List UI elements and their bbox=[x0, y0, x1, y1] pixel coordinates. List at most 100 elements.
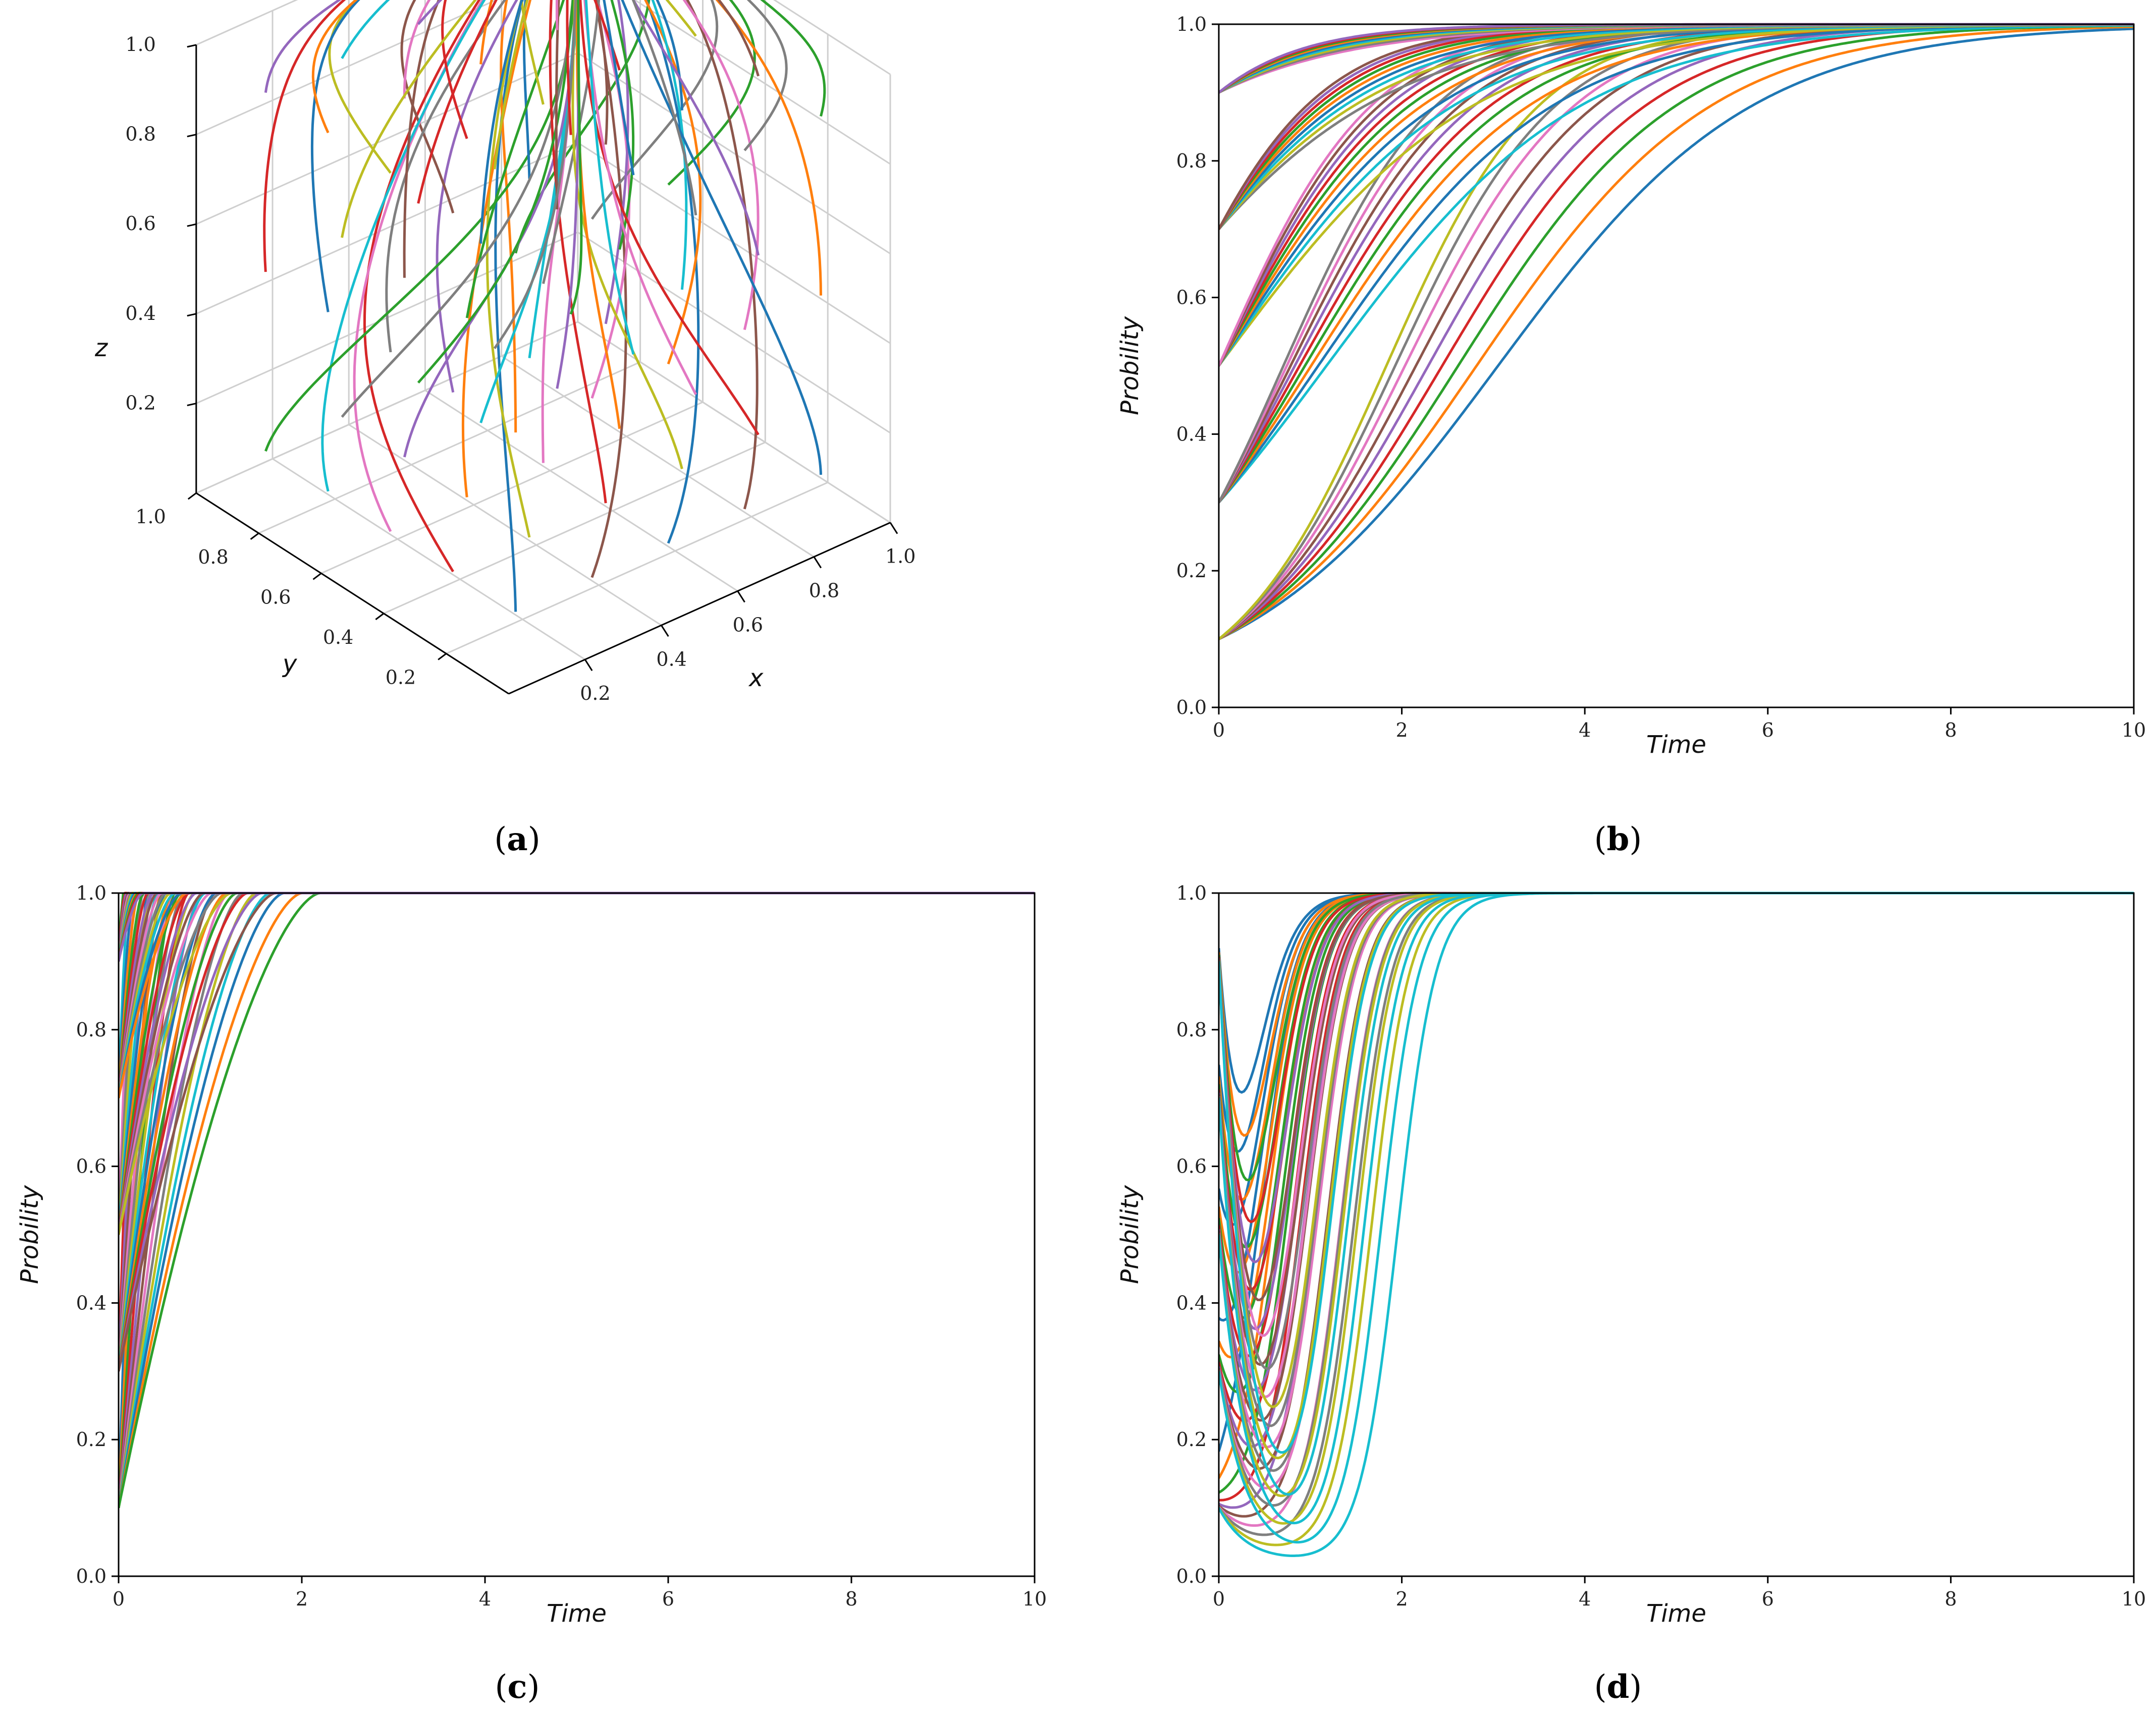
panel-b-y-tick-label: 0.4 bbox=[1176, 423, 1207, 445]
panel-a-trajectory bbox=[385, 0, 507, 353]
panel-a-x-tick bbox=[813, 556, 822, 569]
panel-a-trajectory bbox=[363, 0, 481, 573]
panel-b-x-tick-label: 10 bbox=[2122, 719, 2146, 741]
panel-a-trajectory bbox=[571, 0, 683, 469]
panel-a-trajectory bbox=[631, 0, 697, 215]
panel-b-time-series: 0 2 4 6 8 10 0.0 0.2 0.4 0.6 0.8 1.0 Time Probility bbox=[1116, 13, 2146, 759]
panel-c-x-tick-label: 10 bbox=[1022, 1588, 1047, 1610]
panel-a-trajectory bbox=[263, 0, 346, 272]
panel-d-y-label: Probility bbox=[1116, 1185, 1144, 1284]
panel-b-series-line bbox=[1219, 25, 2134, 640]
panel-a-x-axis bbox=[508, 522, 891, 695]
panel-a-z-tick bbox=[187, 134, 197, 138]
panel-b-x-label: Time bbox=[1646, 731, 1706, 759]
panel-c-y-tick-label: 0.8 bbox=[76, 1019, 106, 1041]
panel-a-trajectory bbox=[760, 0, 826, 117]
panel-c-x-tick-label: 4 bbox=[479, 1588, 491, 1610]
panel-c-plot-frame bbox=[118, 892, 1036, 1577]
panel-a-x-tick bbox=[737, 590, 745, 603]
panel-a-trajectory bbox=[686, 0, 759, 510]
panel-d-x-tick-label: 2 bbox=[1396, 1588, 1408, 1610]
panel-a-trajectory bbox=[321, 0, 486, 492]
panel-a-trajectory bbox=[569, 0, 583, 315]
panel-d-y-tick-label: 0.0 bbox=[1176, 1565, 1207, 1587]
panel-a-grid-line bbox=[577, 321, 891, 523]
panel-a-trajectory bbox=[522, 0, 531, 179]
panel-a-3d-phase-plot: 0.2 0.4 0.6 0.8 1.0 0.2 0.4 0.6 0.8 1.0 0.2 0.4 0.6 0… bbox=[94, 0, 915, 704]
panel-c-y-tick-label: 0.2 bbox=[76, 1428, 106, 1451]
panel-a-z-tick bbox=[187, 44, 197, 48]
panel-d-x-label: Time bbox=[1646, 1599, 1706, 1628]
panel-b-y-label: Probility bbox=[1116, 316, 1144, 415]
panel-a-trajectory bbox=[610, 0, 635, 250]
panel-a-grid-line bbox=[577, 231, 891, 434]
panel-a-trajectory bbox=[651, 0, 688, 290]
panel-a-z-tick-label: 0.8 bbox=[125, 123, 155, 145]
panel-a-y-tick-label: 0.6 bbox=[260, 586, 291, 608]
panel-a-z-tick bbox=[187, 313, 197, 317]
panel-d-y-tick-label: 0.4 bbox=[1176, 1292, 1207, 1314]
caption-b: (b) bbox=[1594, 820, 1642, 858]
panel-a-grid-line bbox=[196, 52, 578, 225]
panel-a-trajectory bbox=[584, 0, 635, 355]
panel-d-y-tick-label: 1.0 bbox=[1176, 882, 1207, 904]
panel-b-x-tick-label: 0 bbox=[1213, 719, 1225, 741]
panel-a-trajectory bbox=[353, 0, 484, 532]
panel-a-x-tick-label: 0.6 bbox=[733, 614, 763, 636]
panel-a-grid-line bbox=[633, 0, 891, 165]
panel-a-y-label: y bbox=[282, 650, 297, 678]
panel-b-series-line bbox=[1219, 24, 2134, 640]
panel-d-x-tick-label: 8 bbox=[1945, 1588, 1957, 1610]
panel-a-y-tick-label: 0.2 bbox=[386, 666, 416, 688]
panel-c-y-label: Probility bbox=[16, 1185, 44, 1284]
panel-a-trajectory bbox=[644, 0, 700, 544]
panel-a-trajectory bbox=[341, 0, 574, 418]
panel-d-plot-frame bbox=[1218, 892, 2135, 1577]
panel-a-grid-line bbox=[272, 458, 586, 660]
panel-a-grid-line bbox=[424, 390, 738, 592]
panel-a-x-tick-label: 0.8 bbox=[809, 580, 839, 602]
panel-a-z-tick-label: 0.2 bbox=[125, 392, 155, 414]
panel-a-y-tick bbox=[250, 532, 259, 540]
panel-a-trajectory bbox=[403, 0, 441, 278]
panel-c-x-label: Time bbox=[547, 1599, 607, 1628]
panel-a-grid-line bbox=[348, 424, 662, 626]
panel-a-trajectory bbox=[417, 0, 498, 204]
panel-a-trajectory bbox=[583, 0, 697, 396]
panel-a-grid-line bbox=[258, 361, 641, 534]
panel-b-y-tick-label: 0.8 bbox=[1176, 150, 1207, 172]
panel-a-x-tick-label: 0.2 bbox=[580, 682, 610, 704]
panel-d-x-tick-label: 4 bbox=[1579, 1588, 1591, 1610]
panel-b-y-tick-label: 0.2 bbox=[1176, 560, 1207, 582]
panel-c-y-tick-label: 0.4 bbox=[76, 1292, 106, 1314]
panel-a-x-tick bbox=[661, 625, 669, 637]
panel-a-x-label: x bbox=[748, 664, 764, 692]
panel-a-trajectory bbox=[541, 0, 577, 463]
panel-a-trajectory bbox=[667, 0, 756, 186]
panel-a-z-tick bbox=[187, 223, 197, 227]
panel-a-y-tick-label: 0.8 bbox=[198, 546, 228, 568]
panel-a-trajectory bbox=[743, 0, 788, 151]
panel-b-x-tick-label: 8 bbox=[1945, 719, 1957, 741]
panel-a-y-tick bbox=[375, 613, 385, 621]
panel-a-z-tick-label: 1.0 bbox=[125, 33, 155, 56]
panel-a-grid-line bbox=[383, 441, 766, 615]
panel-a-trajectory bbox=[575, 0, 621, 429]
panel-c-x-tick-label: 6 bbox=[662, 1588, 674, 1610]
panel-a-y-tick bbox=[187, 492, 197, 500]
panel-d-y-tick-label: 0.8 bbox=[1176, 1019, 1207, 1041]
panel-a-z-tick-label: 0.4 bbox=[125, 302, 155, 324]
panel-a-grid-line bbox=[196, 142, 578, 315]
panel-a-trajectory bbox=[514, 0, 651, 254]
panel-b-series-line bbox=[1219, 27, 2134, 640]
caption-d: (d) bbox=[1594, 1668, 1642, 1706]
panel-a-x-tick bbox=[889, 522, 898, 534]
panel-a-tick-labels: 0.2 0.4 0.6 0.8 1.0 0.2 0.4 0.6 0.8 1.0 0.2 0.4 0.6 0… bbox=[125, 33, 915, 704]
panel-b-y-tick-label: 1.0 bbox=[1176, 13, 1207, 35]
panel-a-series bbox=[263, 0, 826, 612]
panel-a-grid-line bbox=[773, 0, 891, 75]
panel-b-series-line bbox=[1219, 24, 2134, 504]
panel-a-grid-line bbox=[446, 481, 828, 654]
